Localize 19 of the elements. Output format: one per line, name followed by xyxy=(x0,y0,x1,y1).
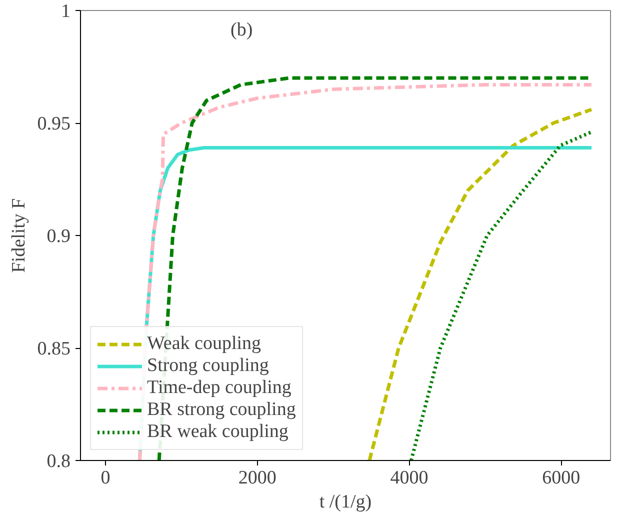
legend-label: Strong coupling xyxy=(147,355,269,377)
y-tick-label: 0.8 xyxy=(46,451,70,472)
x-tick-label: 2000 xyxy=(238,468,276,488)
x-tick-label: 6000 xyxy=(542,468,580,488)
y-tick-label: 0.95 xyxy=(37,114,70,134)
legend-label: BR weak coupling xyxy=(147,421,288,443)
annotation: (b) xyxy=(230,20,253,40)
x-tick-label: 4000 xyxy=(390,468,428,488)
line-series xyxy=(409,130,594,460)
legend-label: Weak coupling xyxy=(147,333,262,355)
y-tick-label: 1 xyxy=(61,1,70,22)
y-tick-label: 0.85 xyxy=(37,338,70,360)
line-series xyxy=(368,108,594,460)
y-tick-label: 0.9 xyxy=(46,226,70,247)
legend-label: BR strong coupling xyxy=(147,399,296,421)
x-tick-label: 0 xyxy=(100,468,110,488)
x-axis-title: t /(1/g) xyxy=(319,492,372,512)
y-axis-title: Fidelity F xyxy=(8,198,30,273)
legend-label: Time-dep coupling xyxy=(147,377,292,399)
